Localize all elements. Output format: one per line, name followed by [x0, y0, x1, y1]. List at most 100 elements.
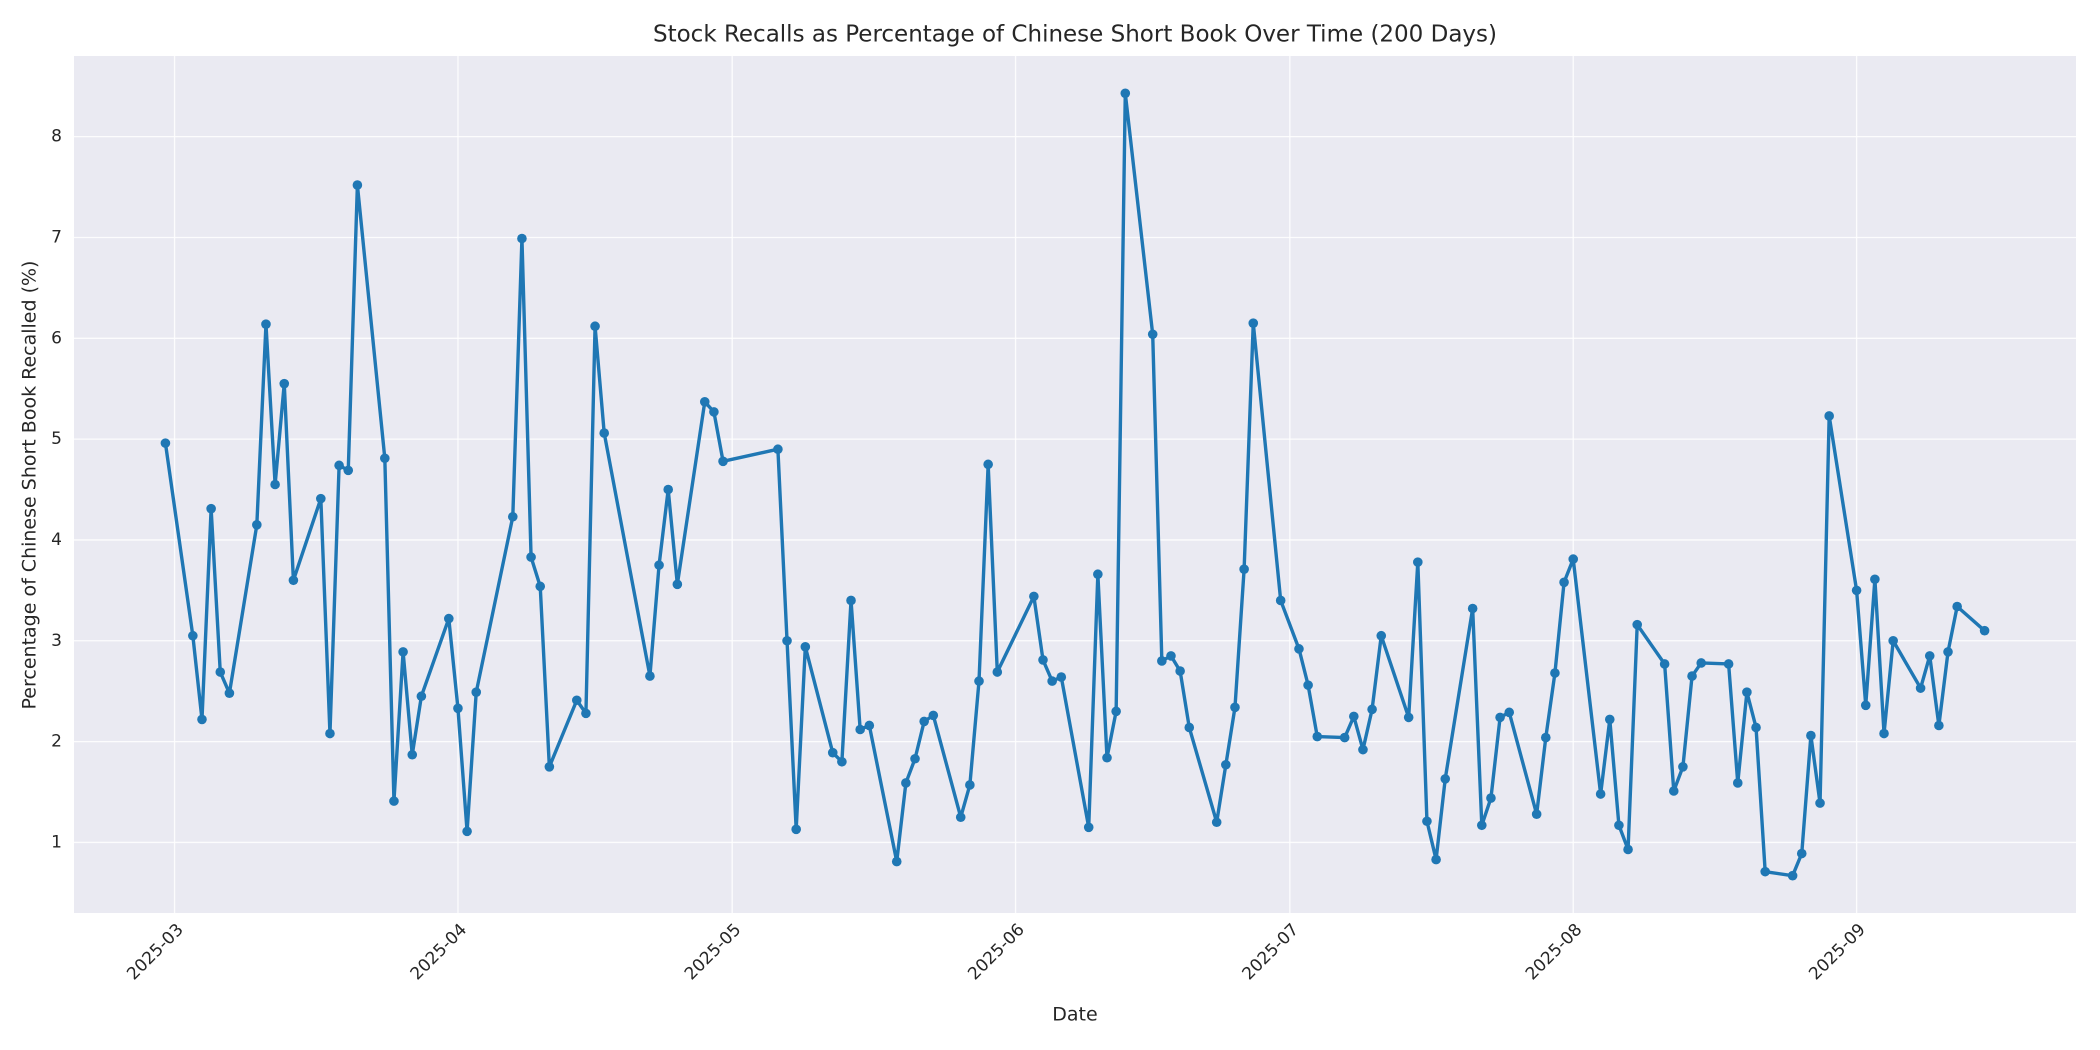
x-axis-label: Date — [1052, 1004, 1097, 1026]
data-point — [1979, 625, 1990, 636]
data-point — [1787, 870, 1798, 881]
data-point — [197, 714, 207, 725]
data-point — [160, 438, 171, 448]
data-point — [571, 695, 582, 706]
data-point — [1732, 778, 1743, 788]
data-point — [773, 444, 783, 455]
data-point — [1275, 595, 1286, 606]
data-point — [699, 397, 710, 407]
y-tick-label: 4 — [51, 530, 62, 550]
data-point — [718, 456, 728, 467]
data-point — [1678, 762, 1688, 772]
data-point — [535, 581, 546, 592]
data-point — [1403, 712, 1414, 723]
data-point — [526, 552, 536, 562]
data-point — [279, 378, 290, 389]
data-point — [1184, 722, 1195, 733]
data-point — [1815, 798, 1825, 808]
data-point — [1723, 659, 1734, 669]
data-point — [654, 560, 664, 570]
data-point — [581, 708, 591, 719]
data-point — [1221, 759, 1231, 770]
data-point — [1157, 656, 1167, 666]
data-point — [224, 688, 235, 699]
data-point — [1659, 659, 1670, 669]
data-point — [1102, 752, 1112, 763]
data-point — [910, 753, 920, 764]
data-point — [1568, 554, 1579, 564]
data-point — [1248, 318, 1259, 328]
data-point — [507, 511, 518, 522]
data-point — [398, 647, 408, 657]
data-point — [928, 710, 939, 721]
chart-title: Stock Recalls as Percentage of Chinese S… — [653, 22, 1497, 48]
data-point — [1294, 644, 1304, 654]
data-point — [1431, 854, 1441, 865]
y-tick-label: 7 — [51, 227, 62, 247]
y-tick-label: 2 — [51, 732, 62, 752]
data-point — [334, 460, 344, 471]
data-point — [1924, 651, 1935, 661]
data-point — [288, 575, 299, 586]
data-point — [1870, 574, 1880, 585]
data-point — [1595, 789, 1606, 799]
data-point — [352, 180, 363, 190]
data-point — [1696, 658, 1706, 668]
data-point — [965, 780, 975, 790]
data-line — [163, 91, 1986, 878]
data-point — [316, 493, 326, 504]
data-point — [1083, 822, 1094, 833]
data-point — [1093, 569, 1103, 580]
data-point — [1211, 817, 1222, 828]
data-point — [1879, 728, 1889, 739]
y-tick-label: 3 — [51, 631, 62, 651]
data-point — [1422, 816, 1432, 827]
data-point — [1614, 820, 1624, 831]
data-point — [599, 428, 610, 438]
data-point — [782, 635, 792, 646]
data-point — [1851, 585, 1862, 596]
y-tick-label: 8 — [51, 127, 62, 147]
data-point — [1687, 671, 1697, 681]
data-point — [983, 459, 993, 470]
data-point — [380, 453, 390, 464]
data-point — [1559, 577, 1569, 588]
data-point — [389, 796, 399, 806]
data-point — [1047, 676, 1057, 686]
data-point — [1111, 706, 1121, 717]
data-point — [1358, 744, 1368, 755]
data-point — [1495, 712, 1505, 723]
data-point — [1623, 844, 1633, 855]
data-point — [645, 671, 655, 681]
data-point — [343, 465, 354, 476]
data-point — [672, 579, 683, 590]
data-point — [1339, 732, 1350, 743]
data-point — [325, 728, 335, 739]
data-point — [1915, 683, 1926, 693]
data-point — [517, 233, 527, 244]
data-point — [1056, 672, 1067, 682]
data-point — [1952, 601, 1962, 612]
data-point — [846, 595, 856, 606]
y-tick-label: 5 — [51, 429, 62, 449]
y-tick-label: 1 — [51, 832, 62, 852]
data-point — [462, 826, 472, 837]
data-point — [891, 856, 902, 867]
data-point — [1742, 687, 1752, 697]
data-point — [1860, 700, 1871, 711]
data-point — [1230, 702, 1240, 713]
data-point — [864, 720, 875, 731]
data-point — [1038, 655, 1048, 665]
data-point — [444, 613, 454, 624]
data-point — [837, 756, 847, 767]
data-point — [1303, 680, 1313, 690]
data-point — [974, 676, 984, 686]
data-point — [1413, 557, 1423, 567]
data-point — [1376, 630, 1387, 641]
data-point — [1760, 866, 1770, 877]
data-point — [215, 667, 226, 677]
data-point — [955, 812, 966, 823]
data-point — [1440, 774, 1451, 784]
data-point — [992, 667, 1003, 677]
